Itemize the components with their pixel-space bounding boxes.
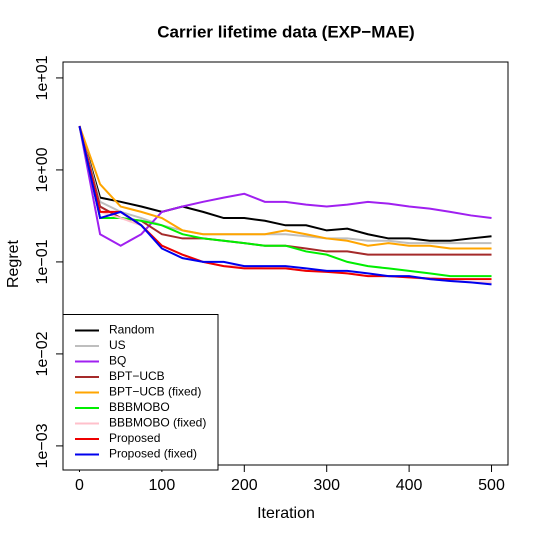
x-tick-label: 100 bbox=[149, 477, 176, 494]
series-line bbox=[78, 125, 492, 242]
x-tick-label: 500 bbox=[478, 477, 505, 494]
y-tick-label: 1e−02 bbox=[34, 331, 51, 376]
legend-label: Random bbox=[109, 323, 154, 337]
series-line bbox=[78, 125, 492, 278]
series-line bbox=[78, 125, 492, 245]
y-tick-label: 1e+00 bbox=[34, 147, 51, 192]
y-tick-label: 1e−01 bbox=[34, 239, 51, 284]
x-axis-label: Iteration bbox=[257, 505, 315, 522]
series-line bbox=[78, 125, 492, 284]
legend-label: BQ bbox=[109, 354, 126, 368]
x-tick-label: 400 bbox=[396, 477, 423, 494]
series-line bbox=[78, 125, 492, 286]
legend-label: BBBMOBO (fixed) bbox=[109, 416, 206, 430]
legend-label: Proposed bbox=[109, 431, 160, 445]
legend-label: US bbox=[109, 338, 126, 352]
y-axis-label: Regret bbox=[5, 239, 22, 288]
series-line bbox=[78, 125, 492, 247]
y-tick-label: 1e−03 bbox=[34, 423, 51, 468]
chart-title: Carrier lifetime data (EXP−MAE) bbox=[157, 22, 414, 41]
x-tick-label: 0 bbox=[75, 477, 84, 494]
x-tick-label: 200 bbox=[231, 477, 258, 494]
legend-label: BBBMOBO bbox=[109, 400, 170, 414]
x-tick-label: 300 bbox=[313, 477, 340, 494]
plot-frame bbox=[62, 61, 509, 466]
y-tick-label: 1e+01 bbox=[34, 55, 51, 100]
legend-label: BPT−UCB bbox=[109, 369, 165, 383]
legend-label: BPT−UCB (fixed) bbox=[109, 385, 201, 399]
legend-label: Proposed (fixed) bbox=[109, 447, 197, 461]
series-line bbox=[78, 125, 492, 250]
